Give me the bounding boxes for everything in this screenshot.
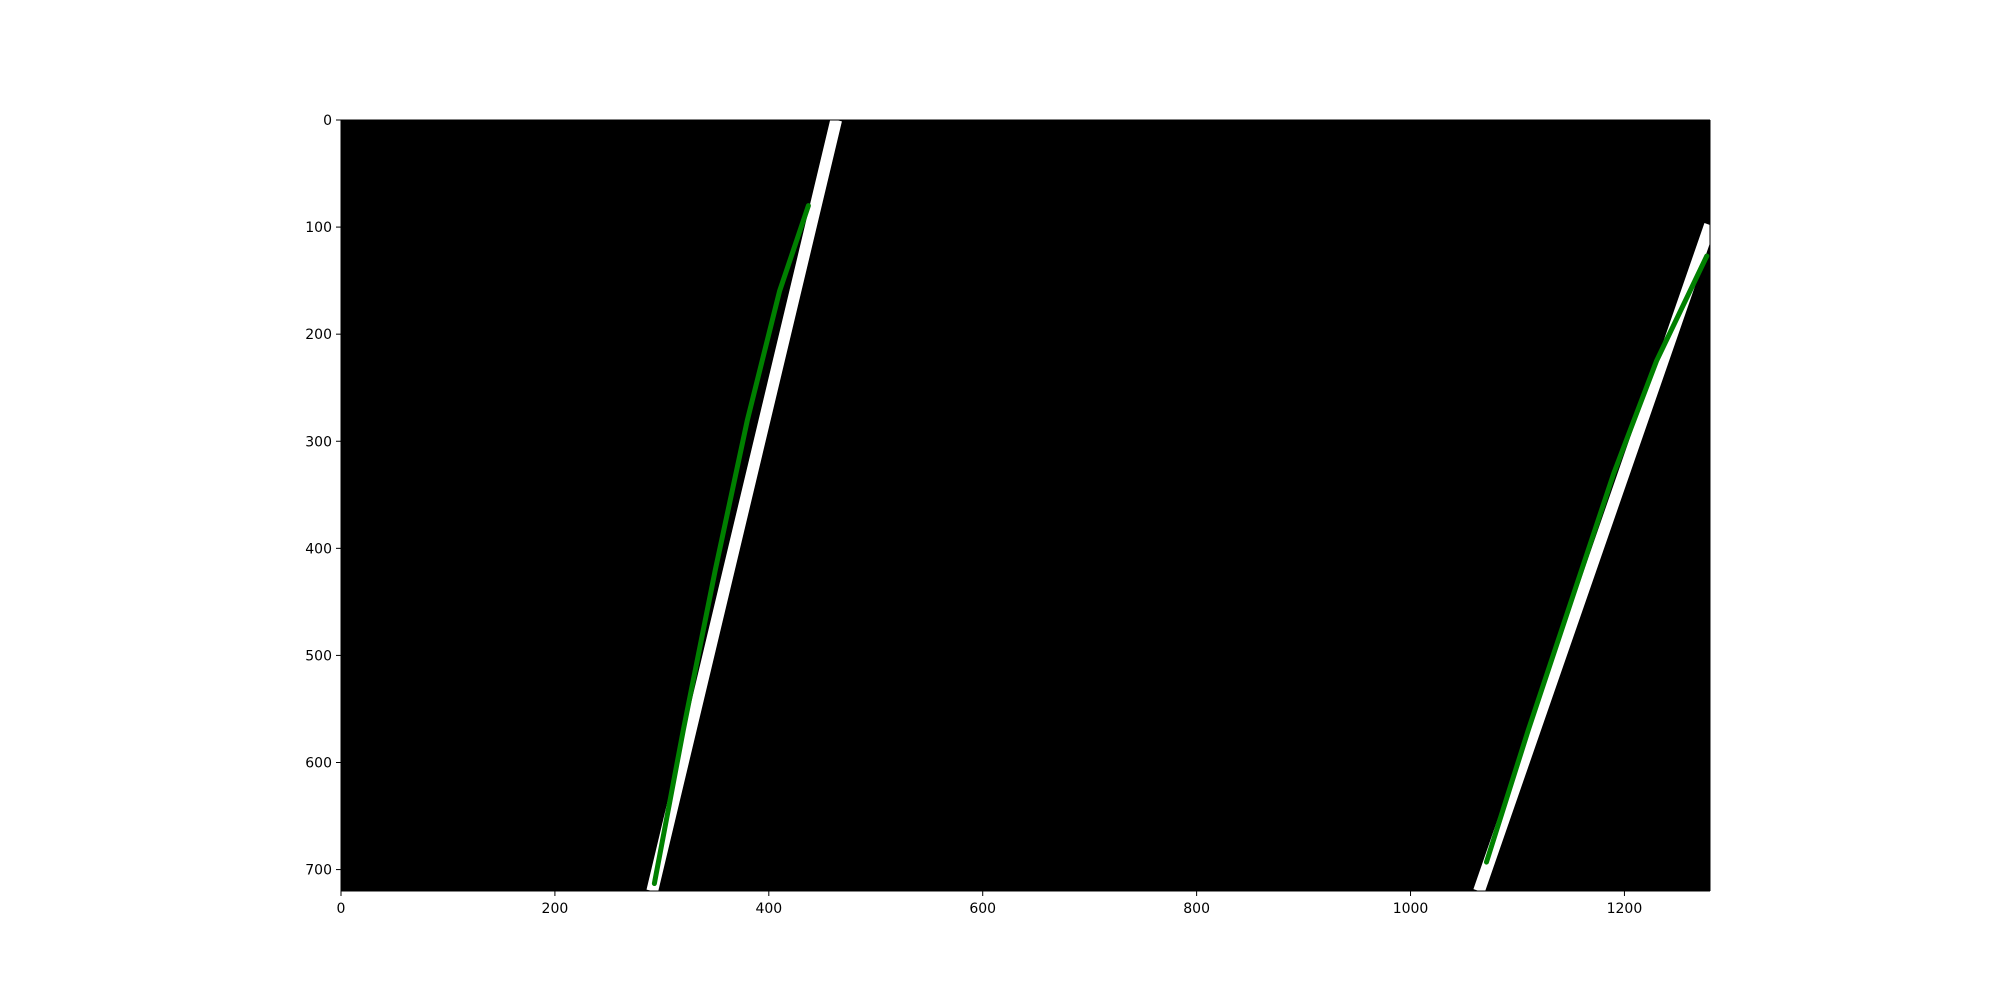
y-tick-label-200: 200 [305, 327, 332, 343]
y-tick-label-100: 100 [305, 220, 332, 236]
y-tick-label-400: 400 [305, 541, 332, 557]
x-tick-label-0: 0 [337, 901, 346, 917]
fit-line-1 [1483, 253, 1710, 865]
x-tick-label-800: 800 [1183, 901, 1210, 917]
y-tick-label-500: 500 [305, 648, 332, 664]
fit-line-0 [651, 203, 811, 887]
y-tick-label-0: 0 [323, 113, 332, 129]
lane-pixels-0 [646, 120, 842, 891]
y-tick-label-600: 600 [305, 756, 332, 772]
fit-line-layer [651, 203, 1710, 887]
y-tick-label-700: 700 [305, 863, 332, 879]
x-tick-label-1200: 1200 [1607, 901, 1643, 917]
x-tick-label-1000: 1000 [1393, 901, 1429, 917]
plot-area [341, 120, 1710, 891]
x-axis: 0 200 400 600 800 1000 1200 [337, 119, 1710, 917]
y-axis: 0 100 200 300 400 500 600 700 [305, 113, 1711, 891]
lane-pixel-layer [646, 120, 1710, 891]
x-tick-label-400: 400 [755, 901, 782, 917]
lane-pixels-1 [1473, 223, 1710, 891]
y-tick-label-300: 300 [305, 434, 332, 450]
x-tick-label-200: 200 [542, 901, 569, 917]
x-tick-label-600: 600 [969, 901, 996, 917]
plot-background [341, 120, 1710, 891]
